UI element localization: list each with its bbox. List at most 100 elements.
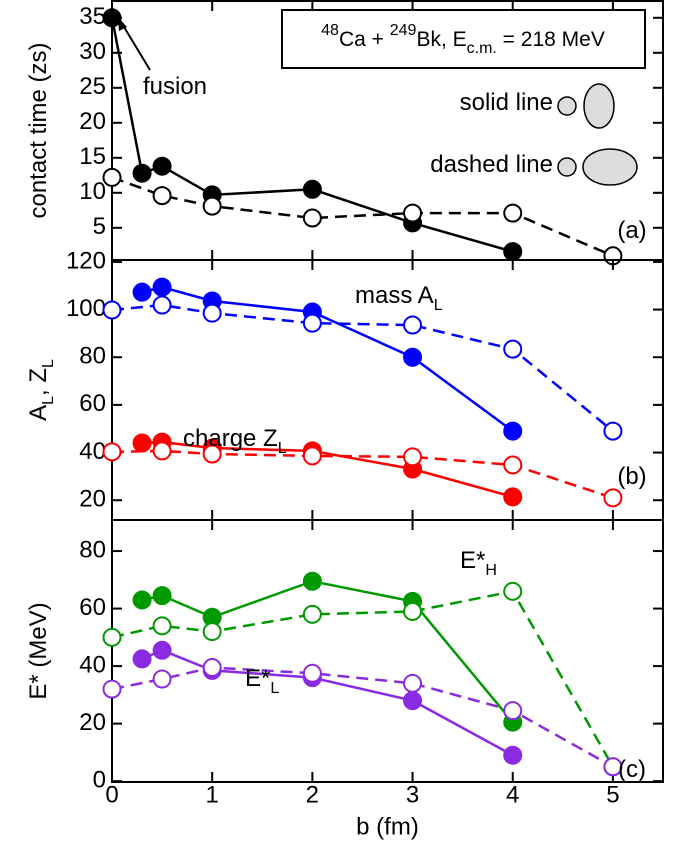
point (102, 442, 122, 462)
text-part: charge Z (183, 425, 278, 452)
text-part: A (25, 405, 52, 421)
text-part: solid line (460, 89, 553, 116)
series-line (141, 285, 514, 433)
text-part: (b) (617, 463, 646, 490)
point (403, 691, 423, 711)
text-part: mass A (355, 282, 434, 309)
y-tick-label: 60 (79, 594, 106, 621)
annotation: (a) (617, 217, 646, 244)
annotation: mass AL (355, 282, 443, 314)
point (503, 487, 523, 507)
text-part: = 218 MeV (497, 28, 605, 51)
point (302, 313, 322, 333)
point (603, 421, 623, 441)
info-box (281, 9, 646, 69)
point (202, 622, 222, 642)
y-tick-label: 5 (93, 213, 106, 240)
annotation: (c) (618, 756, 646, 783)
point (403, 601, 423, 621)
sphere-icon (557, 96, 577, 116)
point (132, 282, 152, 302)
point (132, 163, 152, 183)
point (503, 242, 523, 262)
y-tick-label: 10 (79, 178, 106, 205)
y-tick-label: 35 (79, 3, 106, 30)
point (403, 347, 423, 367)
text-part: E* (460, 547, 485, 574)
y-tick-label: 0 (93, 766, 106, 793)
annotation: charge ZL (183, 425, 287, 457)
point (503, 203, 523, 223)
point (102, 167, 122, 187)
x-tick-label: 2 (306, 781, 319, 808)
point (202, 658, 222, 678)
text-part: fusion (143, 73, 207, 100)
series-line (141, 648, 514, 757)
y-axis-label: AL, ZL (25, 359, 57, 421)
annotation: (b) (617, 463, 646, 490)
text-part: , Z (25, 368, 52, 396)
text-part: Bk, E (416, 28, 466, 51)
point (503, 701, 523, 721)
point (132, 433, 152, 453)
y-tick-label: 40 (79, 651, 106, 678)
point (503, 339, 523, 359)
point (603, 757, 623, 777)
text-part: L (40, 396, 57, 405)
point (152, 277, 172, 297)
y-tick-label: 120 (66, 247, 106, 274)
text-part: (c) (618, 756, 646, 783)
point (302, 179, 322, 199)
point (403, 315, 423, 335)
x-axis-label: b (fm) (356, 813, 419, 840)
y-tick-label: 60 (79, 390, 106, 417)
y-tick-label: 15 (79, 143, 106, 170)
text-part: L (40, 359, 57, 368)
point (152, 669, 172, 689)
point (603, 488, 623, 508)
sphere-icon (557, 157, 577, 177)
point (152, 586, 172, 606)
text-part: L (434, 297, 443, 314)
point (102, 679, 122, 699)
annotation: E*L (245, 665, 279, 697)
text-part: E* (MeV) (25, 602, 52, 699)
x-tick-label: 3 (406, 781, 419, 808)
annotation: E*H (460, 547, 497, 579)
point (202, 444, 222, 464)
y-tick-label: 80 (79, 536, 106, 563)
fusion-arrow (120, 21, 151, 71)
point (102, 300, 122, 320)
point (132, 590, 152, 610)
point (132, 649, 152, 669)
point (302, 208, 322, 228)
x-tick-label: 5 (606, 781, 619, 808)
point (503, 455, 523, 475)
point (152, 616, 172, 636)
y-tick-label: 80 (79, 343, 106, 370)
annotation: solid line (460, 89, 553, 116)
y-tick-label: 100 (66, 295, 106, 322)
series-line (111, 176, 614, 257)
point (503, 421, 523, 441)
point (102, 627, 122, 647)
x-tick-label: 4 (506, 781, 519, 808)
text-part: L (278, 440, 287, 457)
point (503, 581, 523, 601)
y-tick-label: 20 (79, 486, 106, 513)
y-tick-label: 25 (79, 73, 106, 100)
point (503, 745, 523, 765)
series-line (111, 449, 614, 500)
y-tick-label: 20 (79, 709, 106, 736)
plot-frame (111, 519, 664, 783)
annotation: fusion (143, 73, 207, 100)
point (302, 604, 322, 624)
point (302, 663, 322, 683)
series-line (111, 303, 614, 433)
y-axis-label: E* (MeV) (25, 602, 52, 699)
text-part: contact time (zs) (25, 42, 52, 218)
point (152, 640, 172, 660)
text-part: 48 (321, 22, 339, 39)
point (302, 446, 322, 466)
